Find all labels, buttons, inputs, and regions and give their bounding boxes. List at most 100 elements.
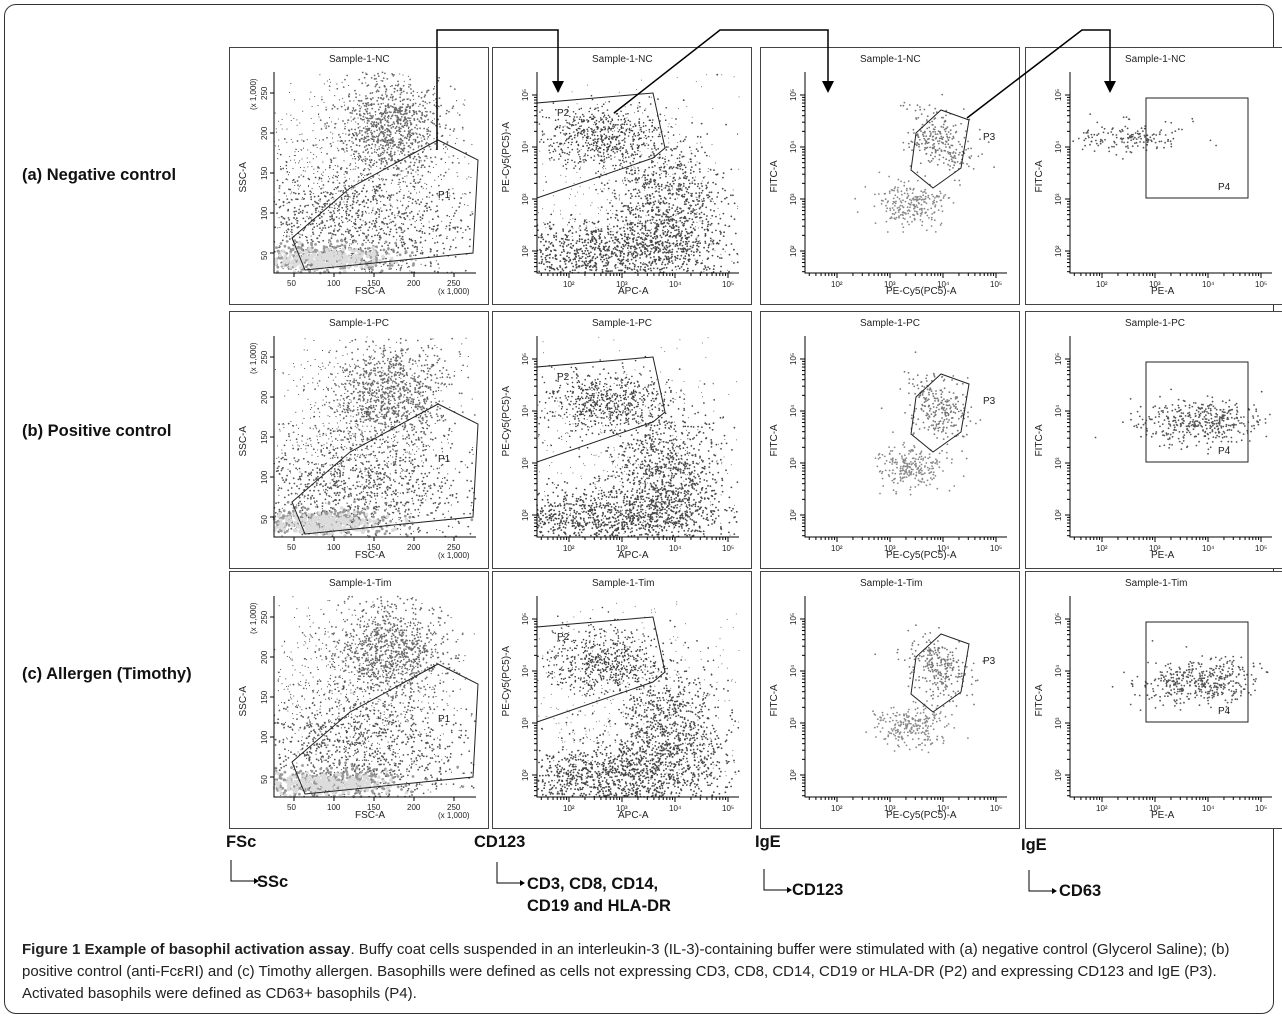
x-tick-label: 10² xyxy=(831,280,843,289)
x-axis-label: PE-Cy5(PC5)-A xyxy=(886,550,957,561)
x-tick-label: 50 xyxy=(287,803,296,812)
x-tick-label: 10² xyxy=(1096,544,1108,553)
y-tick-label: 10³ xyxy=(1054,457,1063,469)
panel-row1-ige: P3 10² 10² 10³ 10³ 10⁴ 10⁴ 10⁵ 10⁵ PE-Cy5(PC5)-A F… xyxy=(760,47,1020,305)
sample-title: Sample-1-Tim xyxy=(329,578,391,589)
gate-label: P3 xyxy=(983,656,996,667)
x-tick-label: 10² xyxy=(831,804,843,813)
x-tick-label: 50 xyxy=(287,279,296,288)
x-tick-label: 10⁴ xyxy=(937,544,950,553)
x-tick-label: 10⁴ xyxy=(937,804,950,813)
y-axis-label: SSC-A xyxy=(238,686,249,717)
x-scale-label: (x 1,000) xyxy=(438,287,470,296)
event-dots xyxy=(272,336,477,538)
x-axis-label: PE-A xyxy=(1151,286,1175,297)
x-tick-label: 250 xyxy=(447,543,461,552)
event-dots xyxy=(536,336,739,538)
x-tick-label: 10⁵ xyxy=(722,280,734,289)
x-tick-label: 10⁴ xyxy=(669,804,682,813)
col3-axis-corner-arrow xyxy=(763,869,792,893)
y-axis-label: FITC-A xyxy=(769,424,780,457)
x-tick-label: 10² xyxy=(563,804,575,813)
x-axis-label: PE-A xyxy=(1151,810,1175,821)
x-tick-label: 200 xyxy=(407,543,421,552)
y-tick-label: 10² xyxy=(1054,769,1063,781)
gate-p3: P3 xyxy=(910,373,996,453)
plot-axes: 50 50 100 100 150 150 200 200 250 250 FSC-A SSC-A (x… xyxy=(238,72,476,297)
y-axis-label: SSC-A xyxy=(238,426,249,457)
panel-row3-ige: P3 10² 10² 10³ 10³ 10⁴ 10⁴ 10⁵ 10⁵ PE-Cy5(PC5)-A F… xyxy=(760,571,1020,829)
x-tick-label: 200 xyxy=(407,803,421,812)
event-dots xyxy=(874,351,982,496)
event-dots xyxy=(273,71,474,275)
col2-axis-label-x: CD3, CD8, CD14, xyxy=(527,875,659,893)
gate-label: P3 xyxy=(983,132,996,143)
col4-axis-label-x: CD63 xyxy=(1059,882,1102,900)
x-tick-label: 10⁵ xyxy=(990,804,1002,813)
y-axis-label: FITC-A xyxy=(769,160,780,193)
y-tick-label: 100 xyxy=(260,730,269,744)
y-tick-label: 10⁴ xyxy=(789,140,798,153)
col1-axis-label-x: SSc xyxy=(257,873,289,891)
y-tick-label: 250 xyxy=(260,86,269,100)
y-tick-label: 50 xyxy=(260,515,269,524)
gate-p1: P1 xyxy=(291,139,479,271)
x-tick-label: 10⁵ xyxy=(722,544,734,553)
y-tick-label: 10⁴ xyxy=(521,140,530,153)
sample-title: Sample-1-Tim xyxy=(860,578,922,589)
plot-axes: 10² 10² 10³ 10³ 10⁴ 10⁴ 10⁵ 10⁵ PE-A FITC-A xyxy=(1034,72,1272,297)
y-tick-label: 10⁵ xyxy=(1054,353,1063,365)
row-label-allergen-timothy: (c) Allergen (Timothy) xyxy=(22,665,192,683)
x-tick-label: 10³ xyxy=(616,804,628,813)
y-tick-label: 10⁵ xyxy=(521,89,530,101)
y-tick-label: 10² xyxy=(1054,245,1063,257)
y-tick-label: 250 xyxy=(260,350,269,364)
col4-axis-corner-arrow xyxy=(1028,870,1057,894)
y-tick-label: 10³ xyxy=(789,457,798,469)
gate-label: P2 xyxy=(557,108,570,119)
x-tick-label: 50 xyxy=(287,543,296,552)
y-tick-label: 250 xyxy=(260,610,269,624)
y-tick-label: 10⁴ xyxy=(789,404,798,417)
gate-label: P3 xyxy=(983,396,996,407)
sample-title: Sample-1-NC xyxy=(592,54,653,65)
y-axis-label: PE-Cy5(PC5)-A xyxy=(501,122,512,193)
x-tick-label: 150 xyxy=(367,543,381,552)
plot-axes: 50 50 100 100 150 150 200 200 250 250 FSC-A SSC-A (x… xyxy=(238,336,476,561)
x-axis-label: FSC-A xyxy=(355,550,385,561)
gate-p3: P3 xyxy=(910,109,996,189)
y-tick-label: 10⁵ xyxy=(1054,89,1063,101)
y-tick-label: 100 xyxy=(260,470,269,484)
gate-label: P4 xyxy=(1218,706,1231,717)
col2-axis-label-y: CD123 xyxy=(474,833,526,851)
y-axis-label: FITC-A xyxy=(1034,684,1045,717)
plot-axes: 10² 10² 10³ 10³ 10⁴ 10⁴ 10⁵ 10⁵ APC-A PE-Cy5(PC5)… xyxy=(501,596,739,821)
plot-axes: 10² 10² 10³ 10³ 10⁴ 10⁴ 10⁵ 10⁵ PE-Cy5(PC5)-A FIT… xyxy=(769,596,1007,821)
x-tick-label: 10³ xyxy=(1149,804,1161,813)
y-tick-label: 10⁴ xyxy=(1054,404,1063,417)
x-tick-label: 10⁴ xyxy=(669,280,682,289)
caption-title: Figure 1 Example of basophil activation … xyxy=(22,941,351,958)
panel-row1-cd63: P4 10² 10² 10³ 10³ 10⁴ 10⁴ 10⁵ 10⁵ PE-A FITC-A Samp… xyxy=(1025,47,1282,305)
plot-axes: 10² 10² 10³ 10³ 10⁴ 10⁴ 10⁵ 10⁵ APC-A PE-Cy5(PC5)… xyxy=(501,336,739,561)
x-tick-label: 10⁵ xyxy=(990,544,1002,553)
x-tick-label: 10² xyxy=(831,544,843,553)
event-dots xyxy=(1072,113,1217,160)
col3-axis-label-x: CD123 xyxy=(792,881,844,899)
x-tick-label: 10⁵ xyxy=(1255,544,1267,553)
y-tick-label: 10³ xyxy=(521,457,530,469)
x-tick-label: 10⁵ xyxy=(1255,280,1267,289)
y-tick-label: 10⁵ xyxy=(789,613,798,625)
x-tick-label: 200 xyxy=(407,279,421,288)
y-axis-label: SSC-A xyxy=(238,162,249,193)
x-tick-label: 10⁴ xyxy=(669,544,682,553)
event-dots xyxy=(272,595,476,799)
x-axis-label: FSC-A xyxy=(355,810,385,821)
y-tick-label: 50 xyxy=(260,775,269,784)
x-tick-label: 250 xyxy=(447,279,461,288)
x-tick-label: 10⁴ xyxy=(937,280,950,289)
gate-label: P1 xyxy=(438,714,451,725)
y-tick-label: 10³ xyxy=(1054,717,1063,729)
y-scale-label: (x 1,000) xyxy=(249,342,258,374)
y-tick-label: 10⁵ xyxy=(1054,613,1063,625)
